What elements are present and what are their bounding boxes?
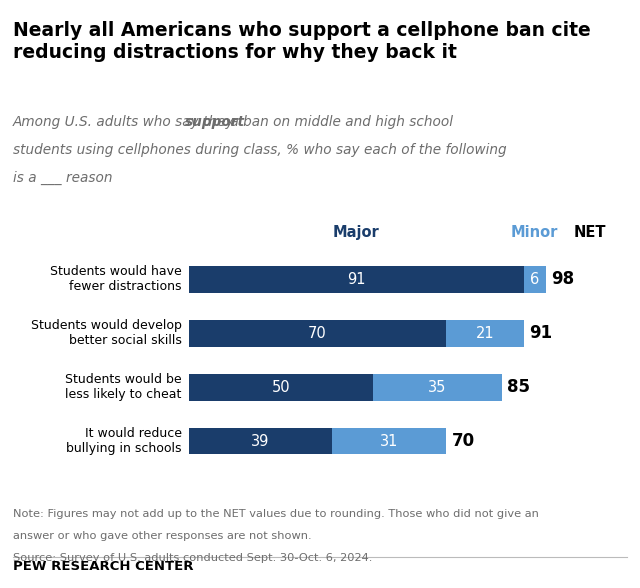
Bar: [447, 320, 524, 347]
Text: Source: Survey of U.S. adults conducted Sept. 30-Oct. 6, 2024.: Source: Survey of U.S. adults conducted …: [13, 553, 372, 563]
Text: 70: 70: [452, 432, 475, 450]
Text: is a ___ reason: is a ___ reason: [13, 171, 112, 185]
Bar: [524, 266, 546, 293]
Text: 35: 35: [428, 380, 446, 395]
Bar: [189, 373, 372, 400]
Text: Among U.S. adults who say they: Among U.S. adults who say they: [13, 115, 239, 129]
Bar: [189, 266, 524, 293]
Bar: [332, 427, 447, 455]
Text: a ban on middle and high school: a ban on middle and high school: [227, 115, 454, 129]
Text: 85: 85: [507, 378, 530, 396]
Text: 50: 50: [271, 380, 290, 395]
Bar: [372, 373, 502, 400]
Text: 21: 21: [476, 326, 494, 340]
Text: NET: NET: [573, 225, 606, 240]
Text: 39: 39: [252, 433, 269, 449]
Bar: [189, 320, 447, 347]
Text: students using cellphones during class, % who say each of the following: students using cellphones during class, …: [13, 143, 506, 157]
Text: Nearly all Americans who support a cellphone ban cite
reducing distractions for : Nearly all Americans who support a cellp…: [13, 21, 591, 62]
Text: 91: 91: [529, 324, 552, 342]
Text: 6: 6: [530, 272, 540, 287]
Text: 70: 70: [308, 326, 327, 340]
Text: 91: 91: [347, 272, 365, 287]
Text: answer or who gave other responses are not shown.: answer or who gave other responses are n…: [13, 531, 312, 541]
Text: Minor: Minor: [511, 225, 559, 240]
Text: PEW RESEARCH CENTER: PEW RESEARCH CENTER: [13, 560, 193, 573]
Text: support: support: [185, 115, 245, 129]
Text: 31: 31: [380, 433, 399, 449]
Text: Note: Figures may not add up to the NET values due to rounding. Those who did no: Note: Figures may not add up to the NET …: [13, 509, 539, 519]
Text: 98: 98: [551, 270, 575, 288]
Bar: [189, 427, 332, 455]
Text: Major: Major: [333, 225, 380, 240]
